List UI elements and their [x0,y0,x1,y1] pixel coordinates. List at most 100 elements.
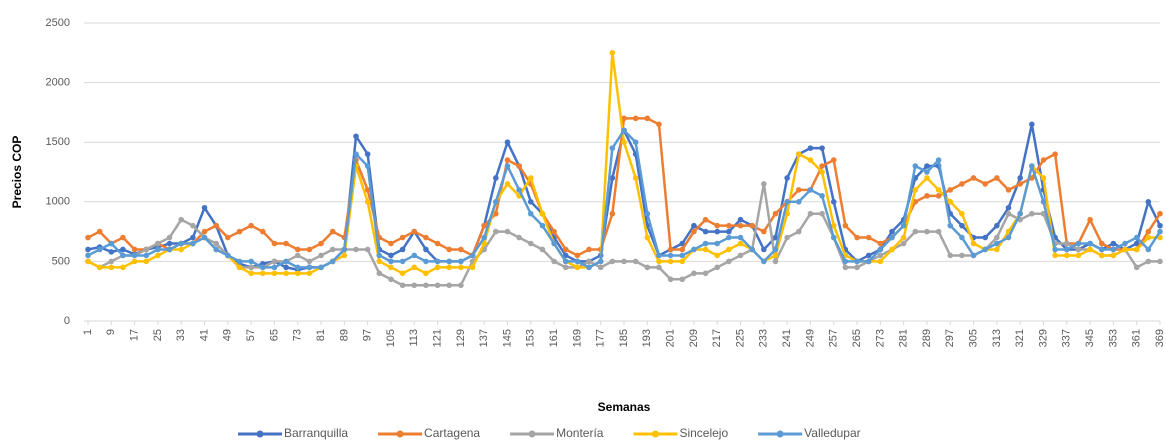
data-point [527,199,534,205]
data-point [1063,246,1070,253]
data-point [1052,246,1058,253]
data-point [1029,210,1035,217]
legend-item: Barranquilla [238,426,348,440]
data-point [889,228,895,235]
legend-label: Montería [556,426,604,440]
data-point [364,246,371,253]
data-point [551,240,557,247]
data-point [423,282,429,289]
data-point [656,258,662,265]
data-point [679,240,686,247]
data-point [947,222,954,229]
data-point [994,175,1000,181]
x-tick-label: 25 [152,329,164,341]
data-point [1145,199,1152,205]
data-point [1133,234,1140,241]
data-point [190,222,196,229]
data-point [388,240,394,247]
legend-item: Cartagena [378,426,480,440]
data-point [1145,234,1152,241]
data-point [597,264,604,271]
data-point [1157,234,1163,241]
data-point [994,240,1000,247]
series [85,127,1163,271]
x-tick-label: 257 [828,329,840,347]
data-point [388,264,394,271]
data-point [912,187,919,193]
data-point [446,258,453,265]
data-point [679,276,686,283]
data-point [399,282,406,289]
data-point [131,258,138,265]
data-point [551,228,557,235]
data-point [877,252,884,259]
legend-marker [256,430,264,438]
data-point [1157,258,1163,265]
data-point [1017,175,1023,181]
data-point [225,234,231,241]
data-point [108,249,115,255]
data-point [504,163,511,169]
data-point [726,246,732,253]
data-point [539,222,546,229]
data-point [749,246,755,253]
data-point [877,246,884,253]
data-point [1075,252,1082,259]
data-point [236,258,243,265]
data-point [609,145,616,151]
data-point [166,246,173,253]
data-point [772,246,779,253]
data-point [842,222,849,229]
data-point [143,252,150,259]
data-point [434,282,441,289]
x-tick-label: 41 [198,329,210,341]
data-point [632,258,639,265]
data-point [865,258,872,265]
data-point [1040,175,1047,181]
data-point [667,252,674,259]
data-point [306,246,313,253]
data-point [178,216,185,223]
data-point [1005,210,1012,217]
y-axis-label: Precios COP [10,136,24,209]
x-tick-label: 281 [898,329,910,347]
data-point [306,270,313,277]
data-point [527,175,534,181]
data-point [493,199,499,205]
data-point [96,246,103,253]
data-point [131,252,138,259]
x-tick-label: 289 [921,329,933,347]
data-point [749,222,755,229]
legend-item: Montería [510,426,604,440]
data-point [772,210,779,217]
data-point [830,222,837,229]
y-tick-label: 500 [52,255,70,267]
data-point [819,163,825,169]
y-tick-label: 2500 [46,17,70,29]
x-tick-label: 233 [758,329,770,347]
legend-item: Valledupar [758,426,861,440]
data-point [283,240,289,247]
data-point [1040,199,1047,205]
data-point [807,210,814,217]
data-point [458,282,464,289]
x-tick-label: 201 [665,329,677,347]
data-point [842,264,849,271]
data-point [469,264,476,271]
data-point [166,240,173,247]
data-point [516,163,522,169]
data-point [865,234,872,241]
data-point [714,264,721,271]
x-tick-label: 137 [478,329,490,347]
data-point [108,264,115,271]
data-point [166,234,173,241]
data-point [714,228,721,235]
y-tick-label: 2000 [46,77,70,89]
data-point [702,270,709,277]
data-point [935,187,942,193]
x-tick-label: 241 [781,329,793,347]
data-point [271,258,278,265]
data-point [190,234,196,241]
data-point [982,246,989,253]
x-tick-label: 9 [105,329,117,335]
